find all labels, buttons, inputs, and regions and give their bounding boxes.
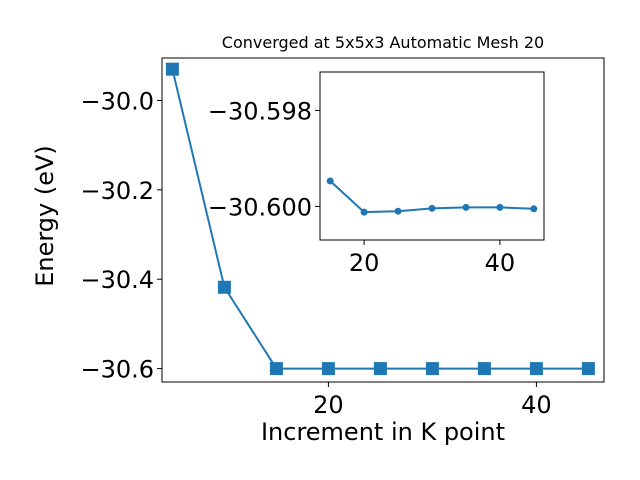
inset-x-tick-label: 20 [349, 249, 380, 277]
main-data-point [425, 362, 439, 376]
x-axis-label: Increment in K point [261, 418, 505, 446]
main-y-tick-label: −30.0 [80, 87, 154, 115]
inset-data-point [360, 208, 368, 216]
main-y-tick-label: −30.2 [80, 177, 154, 205]
main-data-point [269, 362, 283, 376]
main-data-point [165, 62, 179, 76]
main-x-tick-label: 20 [313, 391, 344, 419]
chart-title: Converged at 5x5x3 Automatic Mesh 20 [222, 33, 544, 52]
main-data-point [477, 362, 491, 376]
inset-y-tick-label: −30.598 [208, 97, 312, 125]
main-data-point [529, 362, 543, 376]
inset-x-tick-label: 40 [485, 249, 516, 277]
inset-data-point [428, 204, 436, 212]
inset-data-point [496, 203, 504, 211]
inset-frame [319, 71, 545, 241]
inset-data-point [462, 203, 470, 211]
main-x-tick-label: 40 [521, 391, 552, 419]
main-y-tick-label: −30.4 [80, 266, 154, 294]
main-plot-area: 20 40 −30.6 −30.4 −30.2 −30.0 [80, 57, 605, 419]
main-frame [161, 57, 605, 383]
main-y-tick-label: −30.6 [80, 356, 154, 384]
main-data-point [321, 362, 335, 376]
inset-data-point [326, 177, 334, 185]
main-data-point [373, 362, 387, 376]
main-data-point [217, 280, 231, 294]
inset-data-point [530, 205, 538, 213]
inset-y-tick-label: −30.600 [208, 193, 312, 221]
inset-plot-area: 20 40 −30.600 −30.598 [208, 71, 545, 277]
y-axis-label: Energy (eV) [31, 145, 59, 287]
inset-data-point [394, 207, 402, 215]
main-data-point [581, 362, 595, 376]
